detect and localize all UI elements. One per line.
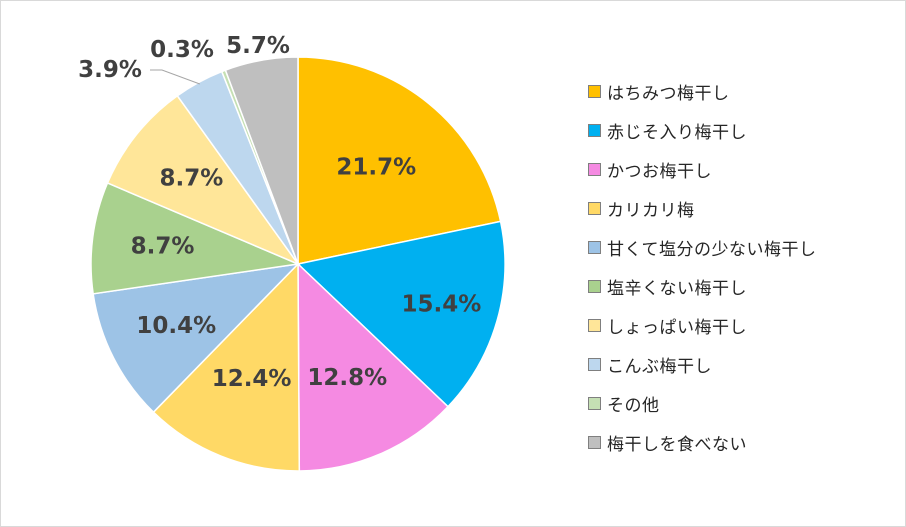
legend-item: かつお梅干し — [588, 150, 817, 189]
data-label: 8.7% — [131, 234, 195, 260]
data-labels: 21.7% 15.4% 12.8% 12.4% 10.4% 8.7% 8.7% 3.9% 0.3… — [78, 33, 481, 392]
data-label: 12.4% — [212, 366, 292, 392]
data-label: 8.7% — [160, 166, 224, 192]
legend-swatch — [588, 241, 601, 254]
data-label: 5.7% — [226, 33, 290, 59]
legend-swatch — [588, 319, 601, 332]
legend: はちみつ梅干し 赤じそ入り梅干し かつお梅干し カリカリ梅甘くて塩分の少ない梅干し 塩辛… — [588, 72, 817, 462]
legend-label: しょっぱい梅干し — [607, 318, 747, 338]
legend-label: こんぶ梅干し — [607, 357, 712, 377]
data-label: 3.9% — [78, 57, 142, 83]
data-label: 10.4% — [136, 313, 216, 339]
pie-slice — [90, 182, 301, 295]
pie-slice — [92, 262, 301, 414]
leader-line — [150, 69, 200, 85]
pie-slice — [152, 262, 301, 472]
legend-label: 甘くて塩分の少ない梅干し — [607, 240, 817, 260]
legend-label: かつお梅干し — [607, 162, 712, 182]
legend-label: カリカリ梅 — [607, 201, 695, 221]
legend-label: はちみつ梅干し — [607, 84, 730, 104]
legend-item: カリカリ梅 — [588, 189, 817, 228]
legend-label: 梅干しを食べない — [607, 435, 747, 455]
data-label: 21.7% — [336, 155, 416, 181]
pie-slice — [297, 262, 450, 472]
data-label: 12.8% — [307, 365, 387, 391]
pie-slice — [297, 56, 502, 265]
legend-label: 赤じそ入り梅干し — [607, 123, 747, 143]
pie-slice — [224, 56, 299, 265]
pie-slices — [90, 56, 506, 472]
legend-swatch — [588, 124, 601, 137]
legend-label: その他 — [607, 396, 660, 416]
legend-item: 梅干しを食べない — [588, 423, 817, 462]
legend-item: しょっぱい梅干し — [588, 306, 817, 345]
legend-label: 塩辛くない梅干し — [607, 279, 747, 299]
leader-lines — [150, 69, 200, 85]
legend-swatch — [588, 202, 601, 215]
data-label: 15.4% — [402, 292, 482, 318]
legend-swatch — [588, 280, 601, 293]
legend-item: 塩辛くない梅干し — [588, 267, 817, 306]
pie-slice — [296, 220, 506, 408]
pie-slice — [106, 94, 301, 266]
legend-swatch — [588, 85, 601, 98]
legend-item: 赤じそ入り梅干し — [588, 111, 817, 150]
legend-item: その他 — [588, 384, 817, 423]
legend-item: はちみつ梅干し — [588, 72, 817, 111]
legend-item: 甘くて塩分の少ない梅干し — [588, 228, 817, 267]
legend-item: こんぶ梅干し — [588, 345, 817, 384]
legend-swatch — [588, 397, 601, 410]
legend-swatch — [588, 163, 601, 176]
legend-swatch — [588, 436, 601, 449]
legend-swatch — [588, 358, 601, 371]
data-label: 0.3% — [150, 37, 214, 63]
